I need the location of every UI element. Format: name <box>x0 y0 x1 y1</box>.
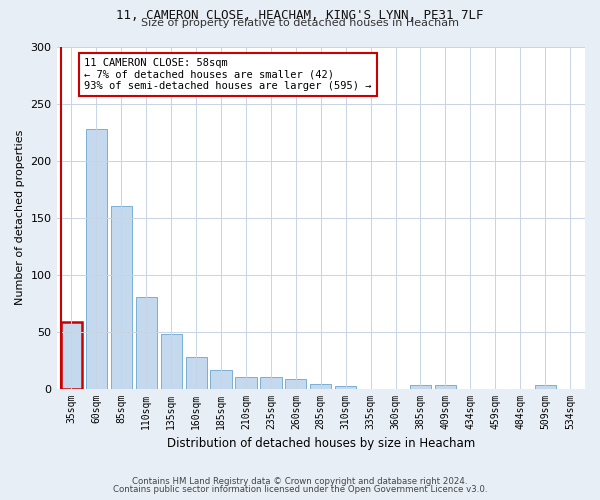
Bar <box>535 385 556 388</box>
Bar <box>61 322 82 388</box>
Bar <box>111 206 132 388</box>
Bar <box>161 334 182 388</box>
Bar <box>211 370 232 388</box>
Bar <box>235 377 257 388</box>
Bar <box>410 385 431 388</box>
Text: Contains public sector information licensed under the Open Government Licence v3: Contains public sector information licen… <box>113 485 487 494</box>
Text: 11 CAMERON CLOSE: 58sqm
← 7% of detached houses are smaller (42)
93% of semi-det: 11 CAMERON CLOSE: 58sqm ← 7% of detached… <box>84 58 371 91</box>
Bar <box>136 298 157 388</box>
Bar <box>335 386 356 388</box>
Text: Size of property relative to detached houses in Heacham: Size of property relative to detached ho… <box>141 18 459 28</box>
Bar <box>285 380 307 388</box>
Bar <box>185 356 207 388</box>
Bar <box>86 128 107 388</box>
Text: Contains HM Land Registry data © Crown copyright and database right 2024.: Contains HM Land Registry data © Crown c… <box>132 477 468 486</box>
Y-axis label: Number of detached properties: Number of detached properties <box>15 130 25 305</box>
Bar <box>435 385 456 388</box>
Bar <box>260 377 281 388</box>
Bar <box>310 384 331 388</box>
Text: 11, CAMERON CLOSE, HEACHAM, KING'S LYNN, PE31 7LF: 11, CAMERON CLOSE, HEACHAM, KING'S LYNN,… <box>116 9 484 22</box>
X-axis label: Distribution of detached houses by size in Heacham: Distribution of detached houses by size … <box>167 437 475 450</box>
